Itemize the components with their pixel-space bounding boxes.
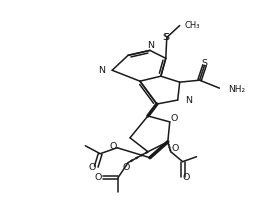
- Text: N: N: [147, 41, 154, 50]
- Text: N: N: [185, 95, 192, 105]
- Text: O: O: [170, 114, 177, 123]
- Text: O: O: [95, 173, 102, 182]
- Text: CH₃: CH₃: [185, 21, 200, 30]
- Text: O: O: [171, 144, 178, 153]
- Text: O: O: [109, 142, 117, 151]
- Text: S: S: [163, 33, 169, 42]
- Text: S: S: [164, 33, 170, 42]
- Text: O: O: [122, 163, 130, 172]
- Text: N: N: [98, 66, 105, 75]
- Text: O: O: [89, 163, 96, 172]
- Text: O: O: [183, 173, 190, 182]
- Text: NH₂: NH₂: [228, 85, 245, 94]
- Text: S: S: [202, 59, 207, 68]
